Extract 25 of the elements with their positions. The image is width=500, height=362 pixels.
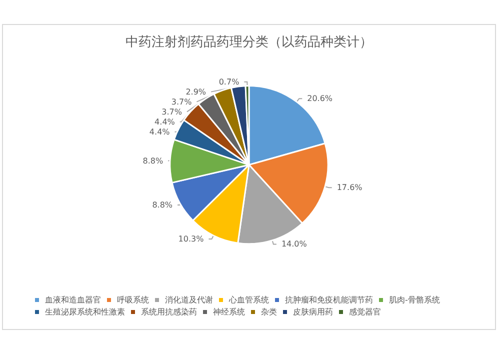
legend-label: 感觉器官 xyxy=(349,308,381,316)
legend-label: 呼吸系统 xyxy=(117,296,149,304)
data-label: 17.6% xyxy=(336,183,363,192)
legend-label: 神经系统 xyxy=(213,308,245,316)
legend-label: 血液和造血器官 xyxy=(45,296,101,304)
legend-label: 抗肿瘤和免疫机能调节药 xyxy=(285,296,373,304)
legend-label: 肌肉-骨骼系统 xyxy=(389,296,440,304)
legend-label: 杂类 xyxy=(261,308,277,316)
data-label: 4.4% xyxy=(154,117,176,126)
data-label: 3.7% xyxy=(162,107,182,116)
data-label: 4.4% xyxy=(149,127,170,136)
chart-title: 中药注射剂药品药理分类（以药品种类计） xyxy=(126,34,372,50)
data-label: 8.8% xyxy=(152,200,173,210)
data-label: 14.0% xyxy=(281,240,308,249)
data-label: 0.7% xyxy=(218,77,240,86)
legend-label: 系统用抗感染药 xyxy=(141,308,197,316)
data-label: 2.9% xyxy=(186,87,206,96)
legend-label: 皮肤病用药 xyxy=(293,308,333,316)
legend-label: 消化道及代谢 xyxy=(165,296,213,304)
data-label: 8.8% xyxy=(142,156,164,166)
legend-label: 心血管系统 xyxy=(228,296,269,304)
data-label: 20.6% xyxy=(307,94,333,104)
legend-label: 生殖泌尿系统和性激素 xyxy=(45,308,125,316)
data-label: 10.3% xyxy=(178,234,204,244)
data-label: 3.7% xyxy=(171,97,192,106)
